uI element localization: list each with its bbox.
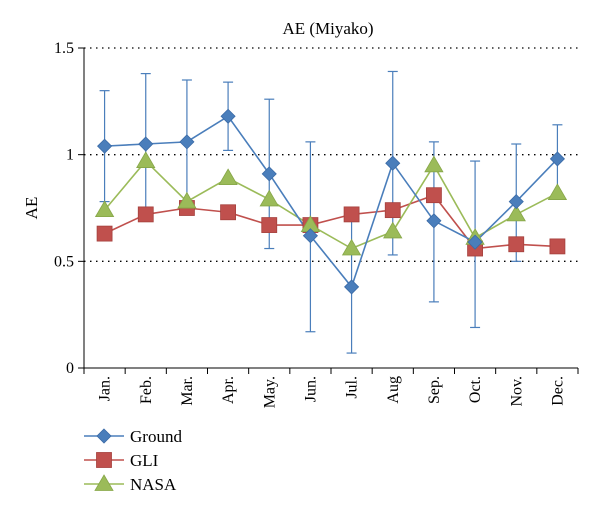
data-point-nasa (177, 191, 197, 209)
data-point-nasa (547, 183, 568, 200)
grid-lines (84, 47, 578, 262)
data-point-ground (220, 108, 236, 124)
legend-label-gli: GLI (130, 451, 159, 470)
y-tick-label: 1 (66, 147, 74, 164)
data-point-ground (97, 138, 113, 154)
data-point-nasa (259, 189, 279, 207)
data-point-gli (549, 238, 566, 255)
x-tick-label: Jan. (97, 376, 114, 401)
data-point-gli (261, 217, 278, 233)
x-tick-label: Mar. (179, 376, 196, 406)
legend-label-nasa: NASA (130, 475, 177, 494)
series-line-nasa (103, 159, 558, 250)
data-point-ground (385, 155, 401, 171)
legend-label-ground: Ground (130, 427, 182, 446)
x-tick-label: Jul. (344, 376, 361, 399)
x-tick-labels: Jan. Feb. Mar. Apr. May. Jun. Jul. Aug Sep. Oct. N… (97, 376, 567, 408)
data-point-ground (467, 234, 483, 250)
y-tick-label: 0 (66, 360, 74, 377)
x-tick-label: Nov. (508, 376, 525, 407)
x-tick-label: May. (261, 376, 278, 408)
y-axis-label: AE (22, 197, 41, 220)
data-point-nasa (341, 238, 362, 256)
series-line-ground (104, 115, 558, 289)
x-tick-label: Feb. (138, 376, 155, 404)
data-point-nasa (136, 151, 156, 168)
data-point-gli (508, 236, 525, 253)
data-point-ground (179, 134, 195, 150)
data-point-nasa (218, 168, 238, 186)
x-tick-label: Aug (385, 376, 402, 404)
error-bars (99, 70, 563, 354)
legend-marker-nasa (94, 474, 114, 491)
x-tick-label: Oct. (467, 376, 484, 403)
data-point-ground (344, 279, 360, 295)
data-point-nasa (506, 204, 526, 222)
data-point-ground (302, 228, 318, 244)
x-tick-label: Jun. (302, 376, 319, 402)
x-tick-label: Sep. (426, 376, 443, 404)
data-point-gli (343, 206, 360, 223)
data-point-gli (384, 202, 401, 219)
y-tick-labels: 0 0.5 1 1.5 (54, 40, 74, 377)
data-point-ground (138, 136, 154, 152)
data-point-ground (549, 151, 565, 167)
series-markers (94, 108, 568, 295)
data-point-gli (220, 204, 236, 221)
series-lines (103, 115, 558, 289)
data-point-nasa (94, 200, 115, 218)
y-tick-label: 0.5 (54, 253, 74, 270)
legend-marker-ground (96, 428, 112, 444)
data-point-gli (137, 206, 154, 223)
data-point-gli (96, 225, 113, 242)
y-tick-label: 1.5 (54, 40, 74, 57)
x-tick-label: Dec. (549, 376, 566, 406)
data-point-ground (426, 213, 442, 229)
axes (78, 47, 579, 374)
data-point-gli (426, 187, 442, 204)
chart-title: AE (Miyako) (282, 19, 373, 38)
data-point-ground (261, 166, 277, 182)
data-point-nasa (424, 155, 444, 173)
legend-marker-gli (96, 452, 112, 468)
data-point-ground (508, 194, 524, 210)
legend: Ground GLI NASA (84, 427, 182, 494)
series-line-gli (104, 194, 558, 250)
x-tick-label: Apr. (220, 376, 237, 404)
data-point-nasa (383, 221, 403, 239)
